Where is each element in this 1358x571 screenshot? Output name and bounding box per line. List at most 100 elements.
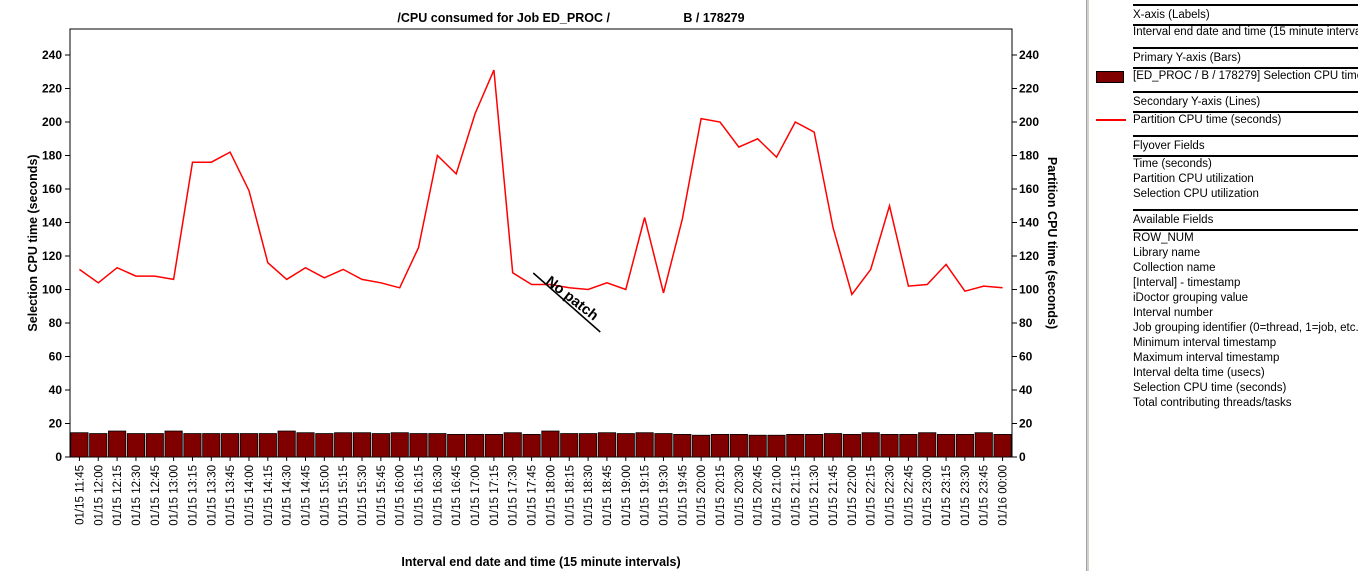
bar[interactable] (880, 433, 899, 458)
line-point[interactable] (397, 285, 402, 290)
line-point[interactable] (529, 282, 534, 287)
line-point[interactable] (774, 155, 779, 160)
bar[interactable] (126, 433, 146, 458)
available-field-item[interactable]: iDoctor grouping value (1133, 292, 1249, 304)
line-point[interactable] (265, 260, 270, 265)
panel-divider[interactable] (1086, 0, 1089, 571)
bar[interactable] (673, 433, 692, 458)
bar[interactable] (767, 434, 786, 458)
line-point[interactable] (378, 280, 383, 285)
line-point[interactable] (303, 265, 308, 270)
bar[interactable] (371, 433, 390, 458)
bar[interactable] (955, 433, 974, 458)
bar[interactable] (296, 432, 315, 458)
line-point[interactable] (1000, 285, 1005, 290)
line-point[interactable] (491, 68, 496, 73)
available-field-item[interactable]: Total contributing threads/tasks (1133, 397, 1292, 409)
line-point[interactable] (623, 287, 628, 292)
bar[interactable] (409, 433, 428, 458)
line-point[interactable] (793, 120, 798, 125)
line-point[interactable] (77, 267, 82, 272)
series-line[interactable] (78, 69, 1003, 297)
primary-axis-field[interactable]: [ED_PROC / B / 178279] Selection CPU tim… (1133, 70, 1358, 82)
bar[interactable] (164, 430, 183, 458)
bar[interactable] (447, 433, 466, 458)
line-point[interactable] (133, 274, 138, 279)
bar[interactable] (654, 433, 673, 458)
line-point[interactable] (661, 290, 666, 295)
bar[interactable] (352, 432, 372, 458)
bar[interactable] (842, 433, 861, 458)
flyover-field-item[interactable]: Partition CPU utilization (1133, 173, 1254, 185)
line-point[interactable] (699, 116, 704, 121)
line-point[interactable] (473, 111, 478, 116)
flyover-field-item[interactable]: Time (seconds) (1133, 158, 1212, 170)
bar[interactable] (692, 434, 711, 458)
available-field-item[interactable]: Maximum interval timestamp (1133, 352, 1280, 364)
available-field-item[interactable]: ROW_NUM (1133, 232, 1194, 244)
line-point[interactable] (962, 289, 967, 294)
line-point[interactable] (680, 217, 685, 222)
line-point[interactable] (416, 245, 421, 250)
line-point[interactable] (246, 188, 251, 193)
line-point[interactable] (510, 270, 515, 275)
bar[interactable] (823, 433, 843, 458)
flyover-field-item[interactable]: Selection CPU utilization (1133, 188, 1259, 200)
bar[interactable] (936, 433, 956, 458)
bar[interactable] (108, 430, 127, 458)
line-point[interactable] (190, 160, 195, 165)
bar[interactable] (805, 433, 824, 458)
line-point[interactable] (831, 225, 836, 230)
line-point[interactable] (171, 277, 176, 282)
bar[interactable] (70, 432, 89, 458)
line-point[interactable] (209, 160, 214, 165)
bar[interactable] (258, 433, 277, 458)
bar[interactable] (183, 433, 202, 458)
bar[interactable] (390, 432, 409, 458)
line-point[interactable] (925, 282, 930, 287)
line-point[interactable] (341, 267, 346, 272)
bar[interactable] (277, 430, 296, 458)
line-point[interactable] (849, 292, 854, 297)
bar[interactable] (861, 432, 880, 458)
line-point[interactable] (642, 215, 647, 220)
line-point[interactable] (604, 280, 609, 285)
available-field-item[interactable]: Minimum interval timestamp (1133, 337, 1277, 349)
available-field-item[interactable]: [Interval] - timestamp (1133, 277, 1241, 289)
secondary-axis-field[interactable]: Partition CPU time (seconds) (1133, 114, 1282, 126)
available-field-item[interactable]: Selection CPU time (seconds) (1133, 382, 1287, 394)
bar[interactable] (974, 432, 993, 458)
line-point[interactable] (115, 265, 120, 270)
x-axis-field[interactable]: Interval end date and time (15 minute in… (1133, 26, 1358, 38)
bar[interactable] (635, 432, 654, 458)
line-point[interactable] (887, 203, 892, 208)
available-field-item[interactable]: Job grouping identifier (0=thread, 1=job… (1133, 322, 1358, 334)
bar[interactable] (616, 433, 635, 458)
bar[interactable] (202, 433, 221, 458)
available-field-item[interactable]: Library name (1133, 247, 1201, 259)
bar[interactable] (484, 433, 503, 458)
bar[interactable] (786, 433, 805, 458)
bar[interactable] (334, 432, 353, 458)
bar[interactable] (541, 430, 560, 458)
bar[interactable] (239, 433, 259, 458)
bar[interactable] (428, 433, 447, 458)
line-point[interactable] (981, 284, 986, 289)
bar[interactable] (560, 433, 579, 458)
line-point[interactable] (228, 150, 233, 155)
available-field-item[interactable]: Collection name (1133, 262, 1216, 274)
bar[interactable] (597, 432, 617, 458)
line-point[interactable] (736, 145, 741, 150)
bar[interactable] (710, 433, 730, 458)
bar[interactable] (579, 433, 598, 458)
bar[interactable] (748, 434, 767, 458)
bar[interactable] (993, 433, 1012, 458)
bar[interactable] (89, 433, 108, 458)
line-point[interactable] (906, 284, 911, 289)
line-point[interactable] (322, 275, 327, 280)
line-point[interactable] (435, 153, 440, 158)
bar[interactable] (729, 433, 748, 458)
bar[interactable] (221, 433, 240, 458)
available-field-item[interactable]: Interval delta time (usecs) (1133, 367, 1265, 379)
line-point[interactable] (96, 280, 101, 285)
